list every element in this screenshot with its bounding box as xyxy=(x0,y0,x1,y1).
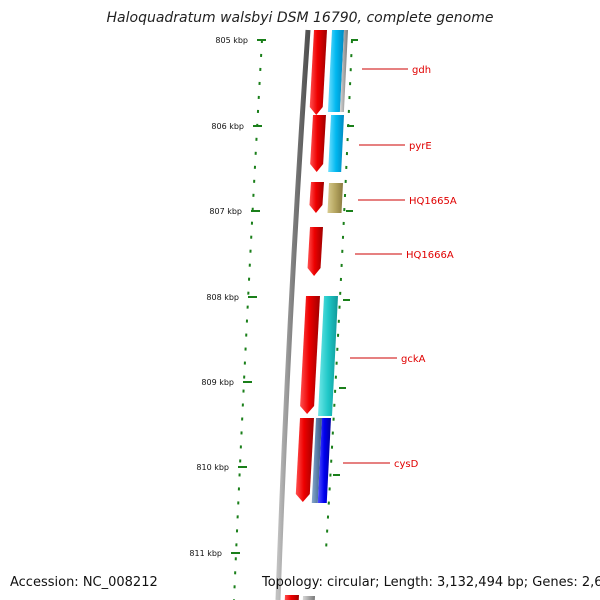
scale-tick-label: 806 kbp xyxy=(211,122,244,131)
gene-label-cysD[interactable]: cysD xyxy=(394,459,419,470)
gene-arrow-HQ1665A xyxy=(309,182,324,213)
accession-text: Accession: NC_008212 xyxy=(10,575,158,590)
gene-arrow-next xyxy=(284,595,299,600)
outer-scale-ring xyxy=(233,39,263,600)
cog-bar-cysD xyxy=(317,418,331,503)
gene-arrow-gckA xyxy=(300,296,320,414)
cog-bar-cysD-steel xyxy=(311,418,322,503)
scale-tick-label: 811 kbp xyxy=(189,549,222,558)
inner-scale-ring xyxy=(325,39,353,551)
scale-tick-label: 809 kbp xyxy=(201,378,234,387)
cog-bar-gdh-secondary xyxy=(339,30,348,112)
scale-tick-label: 807 kbp xyxy=(209,207,242,216)
scale-tick-label: 810 kbp xyxy=(196,463,229,472)
gene-label-HQ1666A[interactable]: HQ1666A xyxy=(406,250,454,261)
gene-label-gdh[interactable]: gdh xyxy=(412,65,431,76)
cog-bar-pyrE xyxy=(328,115,344,172)
gene-arrow-gdh xyxy=(309,30,327,115)
cog-bar-HQ1665A xyxy=(327,183,343,213)
cog-bar-gdh xyxy=(327,30,344,112)
gene-label-HQ1665A[interactable]: HQ1665A xyxy=(409,196,457,207)
gene-label-pyrE[interactable]: pyrE xyxy=(409,141,432,152)
cog-bar-gckA xyxy=(318,296,338,416)
scale-tick-label: 805 kbp xyxy=(215,36,248,45)
genome-title: Haloquadratum walsbyi DSM 16790, complet… xyxy=(106,10,494,26)
gene-arrow-HQ1666A xyxy=(307,227,323,276)
gene-arrow-cysD xyxy=(295,418,314,502)
genome-summary-text: Topology: circular; Length: 3,132,494 bp… xyxy=(262,575,600,590)
cog-bar-next xyxy=(302,596,315,600)
scale-tick-label: 808 kbp xyxy=(206,293,239,302)
genome-backbone xyxy=(275,29,311,600)
gene-arrow-pyrE xyxy=(310,115,326,172)
gene-label-gckA[interactable]: gckA xyxy=(401,354,426,365)
